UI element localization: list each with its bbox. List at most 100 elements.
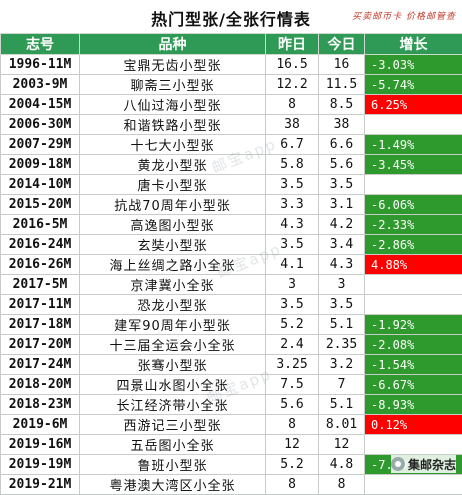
prev-price-cell: 12.2: [266, 75, 319, 95]
name-cell: 和谐铁路小型张: [80, 115, 266, 135]
title-bar: 热门型张/全张行情表 买卖邮币卡 价格邮管查: [0, 0, 462, 34]
change-cell: 0.12%: [365, 415, 462, 435]
today-price-cell: 3.5: [319, 175, 365, 195]
prev-price-cell: 3.5: [266, 175, 319, 195]
prev-price-cell: 38: [266, 115, 319, 135]
change-cell: [365, 175, 462, 195]
today-price-cell: 2.35: [319, 335, 365, 355]
change-cell: -2.33%: [365, 215, 462, 235]
name-cell: 粤港澳大湾区小全张: [80, 475, 266, 495]
today-price-cell: 38: [319, 115, 365, 135]
prev-price-cell: 8: [266, 475, 319, 495]
account-badge: 集邮杂志: [391, 455, 456, 473]
change-cell: -8.93%: [365, 395, 462, 415]
change-cell: -5.74%: [365, 75, 462, 95]
code-cell: 2019-21M: [1, 475, 80, 495]
code-cell: 2014-10M: [1, 175, 80, 195]
today-price-cell: 12: [319, 435, 365, 455]
code-cell: 2016-24M: [1, 235, 80, 255]
prev-price-cell: 3.5: [266, 295, 319, 315]
today-price-cell: 4.3: [319, 255, 365, 275]
today-price-cell: 7: [319, 375, 365, 395]
code-cell: 2017-18M: [1, 315, 80, 335]
col-header-code: 志号: [1, 34, 80, 55]
code-cell: 2003-9M: [1, 75, 80, 95]
today-price-cell: 3: [319, 275, 365, 295]
today-price-cell: 4.2: [319, 215, 365, 235]
name-cell: 黄龙小型张: [80, 155, 266, 175]
today-price-cell: 16: [319, 55, 365, 75]
name-cell: 建军90周年小型张: [80, 315, 266, 335]
change-cell: -2.08%: [365, 335, 462, 355]
prev-price-cell: 5.2: [266, 315, 319, 335]
change-cell: -6.67%: [365, 375, 462, 395]
code-cell: 2016-26M: [1, 255, 80, 275]
prev-price-cell: 5.6: [266, 395, 319, 415]
today-price-cell: 6.6: [319, 135, 365, 155]
change-cell: -2.86%: [365, 235, 462, 255]
today-price-cell: 3.1: [319, 195, 365, 215]
change-cell: 6.25%: [365, 95, 462, 115]
change-cell: -3.03%: [365, 55, 462, 75]
change-cell: [365, 435, 462, 455]
today-price-cell: 8.5: [319, 95, 365, 115]
name-cell: 十七大小型张: [80, 135, 266, 155]
code-cell: 1996-11M: [1, 55, 80, 75]
today-price-cell: 3.4: [319, 235, 365, 255]
change-cell: -6.06%: [365, 195, 462, 215]
name-cell: 恐龙小型张: [80, 295, 266, 315]
today-price-cell: 5.1: [319, 395, 365, 415]
name-cell: 抗战70周年小型张: [80, 195, 266, 215]
change-cell: -1.92%: [365, 315, 462, 335]
code-cell: 2019-6M: [1, 415, 80, 435]
name-cell: 玄奘小型张: [80, 235, 266, 255]
prev-price-cell: 16.5: [266, 55, 319, 75]
col-header-name: 品种: [80, 34, 266, 55]
col-header-prev: 昨日: [266, 34, 319, 55]
prev-price-cell: 12: [266, 435, 319, 455]
prev-price-cell: 5.2: [266, 455, 319, 475]
prev-price-cell: 7.5: [266, 375, 319, 395]
code-cell: 2016-5M: [1, 215, 80, 235]
name-cell: 聊斋三小型张: [80, 75, 266, 95]
prev-price-cell: 5.8: [266, 155, 319, 175]
code-cell: 2017-5M: [1, 275, 80, 295]
name-cell: 张骞小型张: [80, 355, 266, 375]
col-header-change: 增长: [365, 34, 462, 55]
prev-price-cell: 3.3: [266, 195, 319, 215]
code-cell: 2018-20M: [1, 375, 80, 395]
change-cell: -3.45%: [365, 155, 462, 175]
code-cell: 2019-16M: [1, 435, 80, 455]
change-cell: [365, 275, 462, 295]
name-cell: 五岳图小全张: [80, 435, 266, 455]
name-cell: 长江经济带小全张: [80, 395, 266, 415]
code-cell: 2004-15M: [1, 95, 80, 115]
name-cell: 京津冀小全张: [80, 275, 266, 295]
change-cell: 4.88%: [365, 255, 462, 275]
change-cell: [365, 475, 462, 495]
header-row: 志号 品种 昨日 今日 增长: [1, 34, 462, 55]
today-price-cell: 5.6: [319, 155, 365, 175]
today-price-cell: 5.1: [319, 315, 365, 335]
name-cell: 八仙过海小型张: [80, 95, 266, 115]
